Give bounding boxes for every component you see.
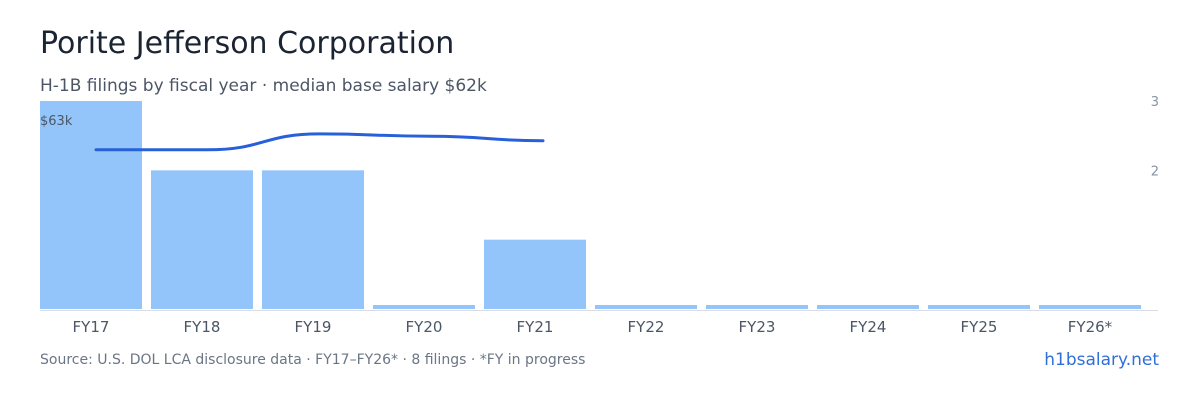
- bar-FY26*: [1039, 305, 1141, 309]
- bar-FY19: [262, 170, 364, 309]
- bar-FY18: [151, 170, 253, 309]
- right-axis-tick: 2: [1151, 164, 1159, 179]
- bar-FY25: [928, 305, 1030, 309]
- x-tick-label: FY19: [295, 318, 332, 336]
- x-tick-label: FY18: [184, 318, 221, 336]
- bar-FY22: [595, 305, 697, 309]
- x-tick-label: FY23: [739, 318, 776, 336]
- site-link[interactable]: h1bsalary.net: [1044, 350, 1159, 370]
- source-note: Source: U.S. DOL LCA disclosure data · F…: [40, 352, 586, 368]
- chart-subtitle: H-1B filings by fiscal year · median bas…: [40, 76, 487, 96]
- bar-FY20: [373, 305, 475, 309]
- bar-FY24: [817, 305, 919, 309]
- bar-FY17: [40, 101, 142, 309]
- x-tick-label: FY24: [850, 318, 887, 336]
- x-tick-label: FY26*: [1068, 318, 1113, 336]
- bar-FY23: [706, 305, 808, 309]
- bar-FY21: [484, 239, 586, 309]
- x-tick-label: FY25: [961, 318, 998, 336]
- x-tick-label: FY21: [517, 318, 554, 336]
- salary-line: [94, 132, 545, 152]
- chart-title: Porite Jefferson Corporation: [40, 26, 455, 61]
- x-tick-label: FY17: [73, 318, 110, 336]
- salary-axis-label: $63k: [40, 114, 73, 129]
- x-tick-label: FY20: [406, 318, 443, 336]
- x-tick-label: FY22: [628, 318, 665, 336]
- right-axis-tick: 3: [1151, 95, 1159, 110]
